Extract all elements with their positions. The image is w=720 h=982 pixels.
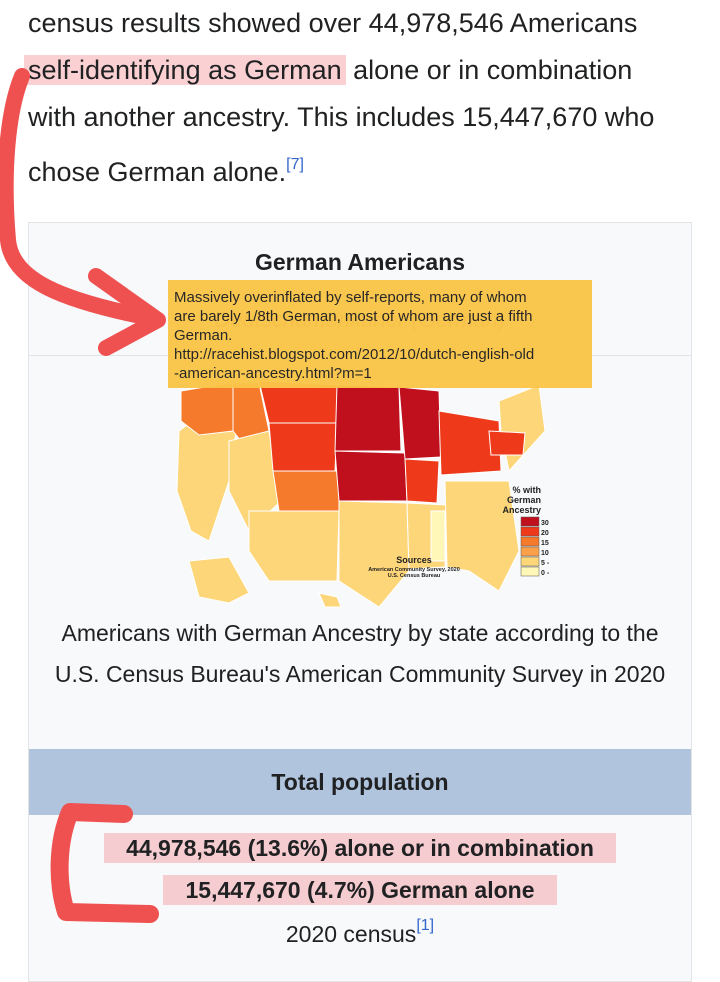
map-region-oklahoma-texas (338, 500, 410, 608)
map-region-alaska (188, 556, 250, 604)
article-line-4-text: chose German alone. (28, 157, 287, 187)
legend-title-1: % with (513, 485, 542, 495)
note-line-2: are barely 1/8th German, most of whom ar… (174, 308, 533, 325)
legend-swatch (520, 516, 540, 527)
german-ancestry-map[interactable]: % with German Ancestry 30%+ 20 - 30% 15 - … (169, 371, 549, 611)
map-region-colorado (272, 470, 340, 512)
legend-label: 0 - 5% (541, 570, 549, 577)
sources-title: Sources (396, 555, 432, 565)
map-region-pennsylvania (488, 430, 526, 456)
legend-title-3: Ancestry (502, 505, 541, 515)
citation-link-1[interactable]: [1] (416, 917, 435, 934)
map-region-upper-midwest (398, 386, 442, 460)
legend-swatch (520, 546, 540, 557)
map-region-great-lakes (438, 410, 502, 476)
map-caption: Americans with German Ancestry by state … (54, 620, 666, 687)
census-source: 2020 census[1] (29, 917, 691, 948)
legend-swatch (520, 556, 540, 567)
article-line-3: with another ancestry. This includes 15,… (28, 102, 655, 132)
note-line-3: German. (174, 327, 233, 344)
sources-line-1: American Community Survey, 2020 (368, 567, 460, 573)
total-population-header: Total population (29, 749, 691, 815)
legend-swatch (520, 526, 540, 537)
note-line-4: http://racehist.blogspot.com/2012/10/dut… (174, 346, 535, 363)
population-combination: 44,978,546 (13.6%) alone or in combinati… (104, 833, 616, 863)
annotation-note: Massively overinflated by self-reports, … (168, 280, 592, 388)
article-paragraph: census results showed over 44,978,546 Am… (24, 0, 708, 196)
census-label: 2020 census (285, 921, 417, 947)
legend-label: 5 - 10% (541, 560, 549, 567)
map-region-wyoming (268, 422, 338, 472)
population-line-2: 15,447,670 (4.7%) German alone (29, 875, 691, 905)
legend-label: 20 - 30% (541, 530, 549, 537)
citation-link-7[interactable]: [7] (286, 156, 304, 173)
map-region-hawaii (318, 592, 342, 608)
map-region-mississippi (430, 510, 446, 562)
map-region-northeast (498, 384, 546, 473)
note-line-1: Massively overinflated by self-reports, … (174, 289, 527, 306)
legend-label: 15 - 20% (541, 540, 549, 547)
map-region-missouri (404, 458, 440, 504)
population-line-1: 44,978,546 (13.6%) alone or in combinati… (29, 833, 691, 863)
infobox-title: German Americans (254, 249, 466, 275)
legend-title-2: German (507, 495, 541, 505)
article-text: census results showed over 44,978,546 Am… (24, 0, 708, 196)
legend-swatch (520, 566, 540, 577)
article-line-4: chose German alone.[7] (28, 141, 708, 196)
map-region-nebraska-kansas (334, 450, 408, 502)
population-german-alone: 15,447,670 (4.7%) German alone (163, 875, 557, 905)
article-line-2: self-identifying as German alone or in c… (24, 47, 708, 94)
legend-swatch (520, 536, 540, 547)
map-region-southeast (444, 480, 520, 592)
article-line-2-rest: alone or in combination (345, 55, 633, 85)
map-region-dakotas (334, 384, 402, 452)
map-legend: 30%+ 20 - 30% 15 - 20% 10 - 15% 5 - 10% 0 - 5… (520, 516, 549, 577)
legend-label: 10 - 15% (541, 550, 549, 557)
sources-line-2: U.S. Census Bureau (388, 573, 441, 579)
legend-label: 30%+ (541, 520, 549, 527)
map-region-southwest (248, 510, 340, 582)
article-line-1: census results showed over 44,978,546 Am… (28, 8, 638, 38)
note-line-5: -american-ancestry.html?m=1 (174, 365, 372, 382)
highlighted-phrase: self-identifying as German (24, 55, 346, 85)
